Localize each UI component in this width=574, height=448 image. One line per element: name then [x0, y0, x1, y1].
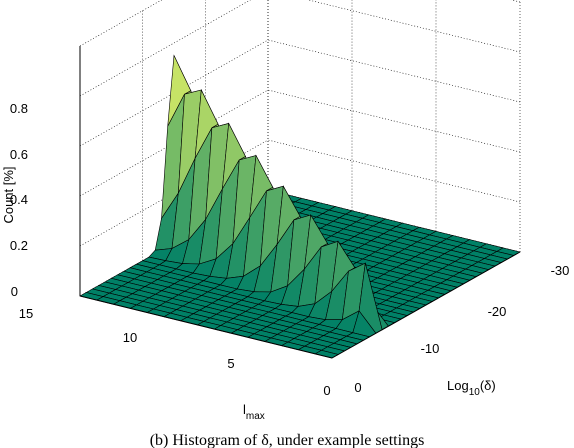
y-tick-10: 10	[123, 330, 137, 345]
x-tick-minus10: -10	[421, 341, 440, 356]
x-axis-label-sub: 10	[469, 387, 481, 398]
z-tick-0: 0	[11, 284, 18, 299]
x-axis-label-tail: (δ)	[480, 378, 496, 393]
grid-line	[267, 139, 521, 203]
surface-mesh	[79, 54, 521, 359]
y-axis-label-main: l	[243, 402, 246, 417]
x-axis-label: Log10(δ)	[447, 378, 496, 398]
z-tick-0.8: 0.8	[10, 101, 28, 116]
x-tick-0: 0	[354, 380, 361, 395]
x-axis-line	[331, 251, 521, 359]
grid-line	[307, 0, 521, 53]
grid-line	[267, 39, 521, 103]
z-tick-0.4: 0.4	[10, 192, 28, 207]
z-axis-label: Count [%]	[1, 166, 16, 223]
z-tick-0.6: 0.6	[10, 147, 28, 162]
axes	[79, 46, 521, 359]
grid-line	[79, 0, 163, 47]
grid-line	[267, 89, 521, 153]
grid-line	[510, 0, 521, 3]
y-tick-15: 15	[19, 306, 33, 321]
y-axis-label: lmax	[243, 402, 265, 422]
y-tick-5: 5	[227, 356, 234, 371]
figure-caption: (b) Histogram of δ, under example settin…	[150, 432, 425, 448]
y-axis-label-sub: max	[246, 411, 265, 422]
y-axis-line	[79, 295, 333, 359]
z-tick-0.2: 0.2	[10, 238, 28, 253]
x-axis-label-main: Log	[447, 378, 469, 393]
x-tick-minus20: -20	[488, 304, 507, 319]
x-tick-minus30: -30	[551, 263, 570, 278]
y-tick-0: 0	[323, 383, 330, 398]
